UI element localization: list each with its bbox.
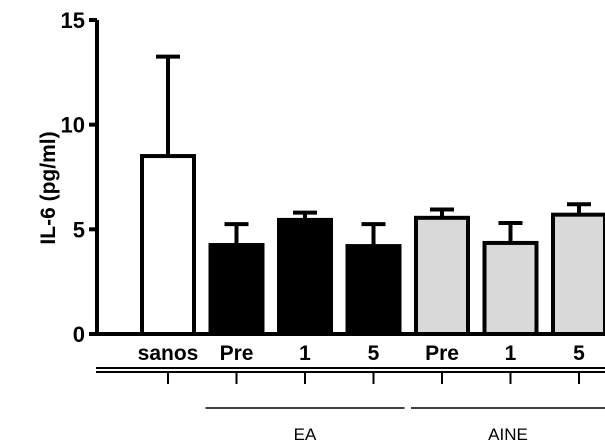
x-tick-label: 1 (505, 342, 517, 365)
y-tick-label: 0 (73, 322, 85, 347)
bar-0 (140, 154, 196, 336)
x-tick-label: sanos (138, 342, 199, 365)
y-tick-label: 5 (73, 217, 85, 242)
bar-2 (277, 217, 333, 336)
bar-6 (551, 212, 605, 336)
y-tick-label: 10 (61, 113, 85, 138)
x-tick-label: 1 (299, 342, 311, 365)
x-tick-label: Pre (220, 342, 254, 365)
bar-4 (414, 215, 470, 337)
x-tick-label: 5 (573, 342, 585, 365)
x-tick-label: Pre (425, 342, 459, 365)
bar-3 (345, 244, 402, 336)
y-axis: 0 5 10 15 (61, 8, 99, 347)
group-brackets: EA AINE (205, 407, 605, 444)
y-tick-label: 15 (61, 8, 85, 33)
x-axis: sanos Pre 1 5 Pre 1 5 (96, 332, 605, 384)
bar-5 (482, 240, 539, 336)
group-label: AINE (488, 425, 528, 444)
group-label: EA (294, 425, 317, 444)
bar-1 (208, 243, 265, 337)
bars-layer (140, 54, 605, 337)
y-axis-label: IL-6 (pg/ml) (37, 131, 60, 244)
x-tick-label: 5 (368, 342, 380, 365)
